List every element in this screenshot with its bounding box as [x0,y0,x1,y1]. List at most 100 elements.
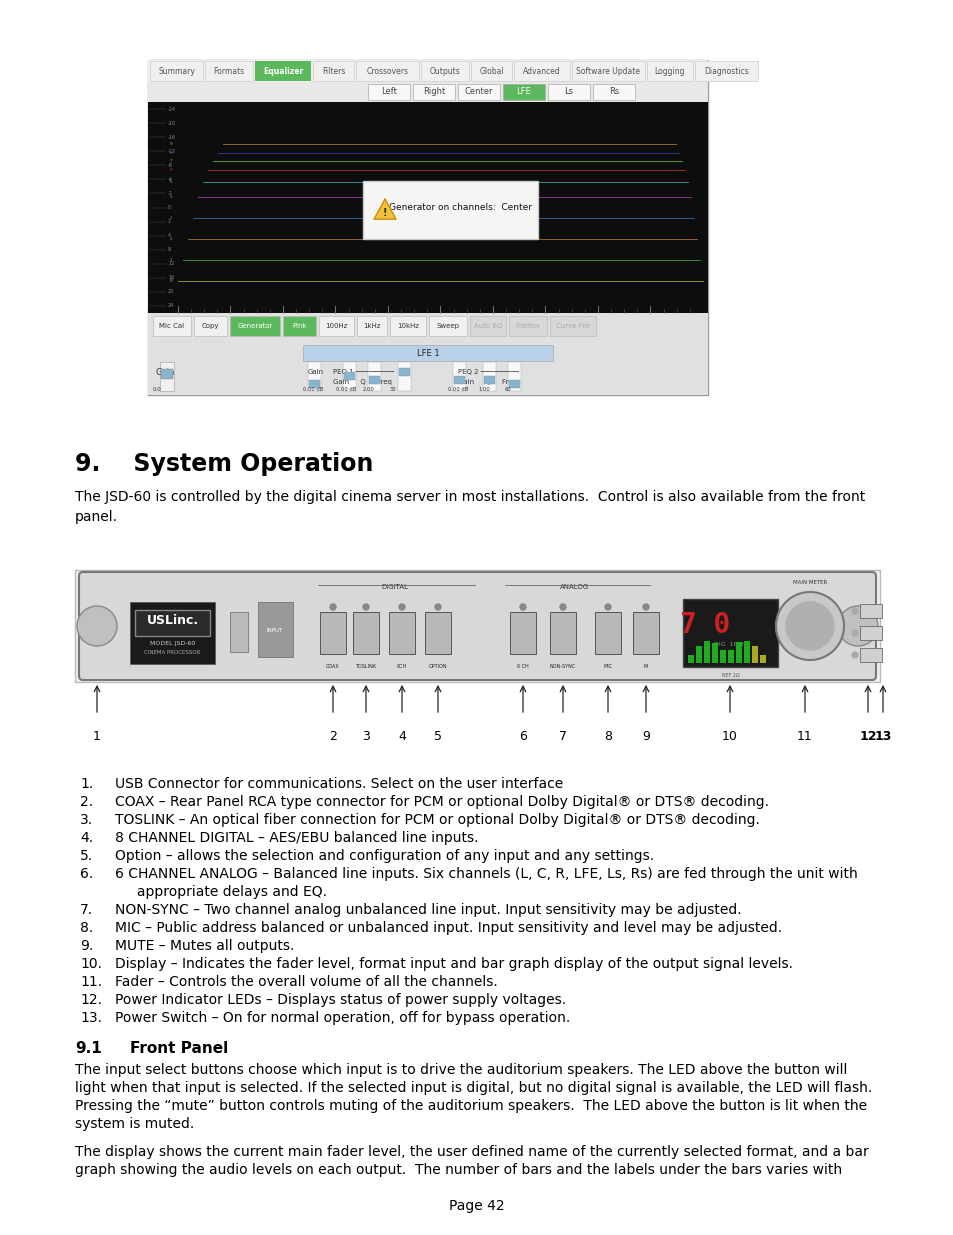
Text: 4: 4 [397,730,406,743]
Bar [161,369,172,379]
Text: graph showing the audio levels on each output.  The number of bars and the label: graph showing the audio levels on each o… [75,1163,841,1177]
Bar [550,316,596,336]
Text: COAX – Rear Panel RCA type connector for PCM or optional Dolby Digital® or DTS® : COAX – Rear Panel RCA type connector for… [115,795,768,809]
Text: Power Switch – On for normal operation, off for bypass operation.: Power Switch – On for normal operation, … [115,1011,570,1025]
Text: 9.: 9. [80,939,93,953]
Bar [344,366,355,374]
Text: 4.: 4. [80,831,93,845]
Bar [695,61,758,82]
Polygon shape [775,592,843,659]
Bar [646,61,692,82]
Text: 12: 12 [168,262,174,267]
FancyBboxPatch shape [79,572,875,680]
Circle shape [435,604,440,610]
Bar [514,61,569,82]
Text: 8: 8 [603,730,612,743]
Text: 6: 6 [518,730,526,743]
Bar [313,61,354,82]
Text: 9: 9 [170,142,172,146]
Text: 6 CHANNEL ANALOG – Balanced line inputs. Six channels (L, C, R, LFE, Ls, Rs) are: 6 CHANNEL ANALOG – Balanced line inputs.… [115,867,857,881]
Text: Summary: Summary [158,67,194,75]
Text: 9.    System Operation: 9. System Operation [75,452,373,475]
Text: -20: -20 [168,121,175,126]
Text: Auto EQ: Auto EQ [474,324,501,329]
Text: USLinc.: USLinc. [146,615,198,627]
Bar [368,84,410,100]
Bar [389,613,415,655]
Polygon shape [374,199,395,219]
Text: 8CH: 8CH [396,664,407,669]
Text: light when that input is selected. If the selected input is digital, but no digi: light when that input is selected. If th… [75,1081,871,1095]
Text: 1.: 1. [80,777,93,790]
Text: Generator: Generator [237,324,273,329]
Text: Filters: Filters [321,67,345,75]
Text: DIG  16CH: DIG 16CH [714,642,746,647]
Text: MUTE – Mutes all outputs.: MUTE – Mutes all outputs. [115,939,294,953]
Bar [369,199,396,230]
Circle shape [330,604,335,610]
Bar [254,61,311,82]
Text: 0.00 dB: 0.00 dB [335,387,356,391]
Text: LFE: LFE [517,88,531,96]
Bar [859,648,882,662]
Text: 2.00: 2.00 [363,387,375,391]
Text: 5: 5 [170,180,172,184]
Text: 11.: 11. [80,974,102,989]
Text: Right: Right [422,88,445,96]
Bar [509,380,519,388]
Bar [509,316,546,336]
Text: 6 CH: 6 CH [517,664,528,669]
Text: 30: 30 [390,387,396,391]
Bar [148,312,707,395]
Text: -2: -2 [168,191,172,196]
Bar [547,84,589,100]
Text: 3: 3 [170,216,172,220]
Text: The input select buttons choose which input is to drive the auditorium speakers.: The input select buttons choose which in… [75,1063,846,1077]
Text: Ls: Ls [564,88,573,96]
Bar [150,61,203,82]
Bar [130,601,214,664]
Text: Equalizer: Equalizer [263,67,303,75]
Text: 24: 24 [168,304,174,309]
Text: Gain: Gain [308,369,324,375]
Text: ANALOG: ANALOG [559,584,589,590]
Bar [148,61,707,395]
Circle shape [851,608,857,614]
Text: 5: 5 [434,730,441,743]
Circle shape [398,604,405,610]
Text: 4: 4 [168,233,171,238]
Text: CINEMA PROCESSOR: CINEMA PROCESSOR [144,650,200,655]
Bar [454,374,464,382]
Bar [413,84,455,100]
Bar [502,84,544,100]
Text: 13: 13 [873,730,891,743]
Bar [751,646,758,663]
Bar [205,61,253,82]
Text: 5.: 5. [80,848,93,863]
Bar [429,316,467,336]
Text: TOSLINK: TOSLINK [355,664,376,669]
Text: 1: 1 [93,730,101,743]
Text: Display – Indicates the fader level, format input and bar graph display of the o: Display – Indicates the fader level, for… [115,957,792,971]
Bar [687,655,693,663]
Bar [343,362,355,391]
Bar [727,650,733,663]
Bar [859,604,882,618]
Text: 0.00 dB: 0.00 dB [448,387,468,391]
Text: Pressing the “mute” button controls muting of the auditorium speakers.  The LED : Pressing the “mute” button controls muti… [75,1099,866,1113]
Bar [420,61,469,82]
Text: INPUT: INPUT [267,627,283,632]
Text: !: ! [382,209,387,219]
Circle shape [851,652,857,658]
Text: The JSD-60 is controlled by the digital cinema server in most installations.  Co: The JSD-60 is controlled by the digital … [75,490,864,504]
Text: 7.: 7. [80,903,93,918]
Text: 10: 10 [721,730,738,743]
Text: 6.: 6. [80,867,93,881]
Bar [397,362,411,391]
Text: Pink: Pink [292,324,307,329]
Bar [572,61,644,82]
Bar [743,641,749,663]
Text: MIC: MIC [603,664,612,669]
Text: MIC – Public address balanced or unbalanced input. Input sensitivity and level m: MIC – Public address balanced or unbalan… [115,921,781,935]
Text: DIGITAL: DIGITAL [381,584,408,590]
